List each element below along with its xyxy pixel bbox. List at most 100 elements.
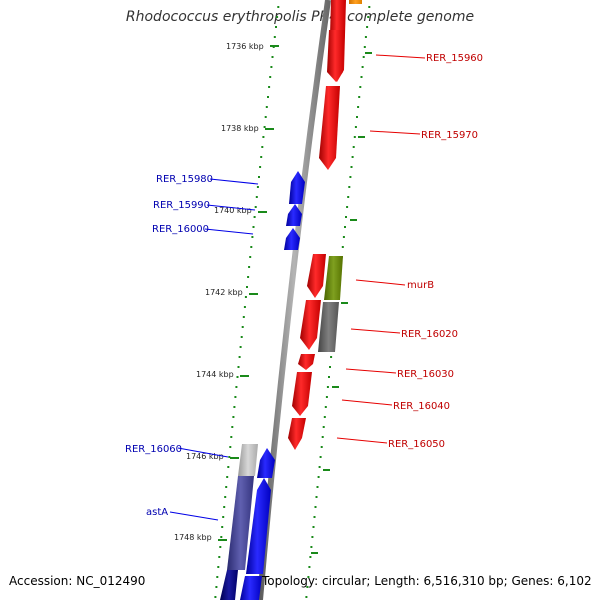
gene-arrow-orange bbox=[349, 0, 362, 4]
scale-dot bbox=[342, 236, 345, 238]
scale-dot bbox=[351, 156, 354, 158]
scale-dot bbox=[313, 516, 316, 518]
scale-dot bbox=[264, 116, 267, 118]
scale-dot bbox=[328, 376, 330, 378]
scale-dot bbox=[229, 446, 232, 448]
map-title: Rhodococcus erythropolis PR4, complete g… bbox=[125, 9, 475, 25]
scale-dot bbox=[312, 526, 315, 528]
scale-dot bbox=[267, 96, 269, 98]
gene-arrow-rer-15960b bbox=[327, 30, 345, 82]
scale-dot bbox=[227, 466, 230, 468]
gene-label-rer-16020: RER_16020 bbox=[401, 329, 458, 340]
gene-arrow-asta-segment bbox=[227, 476, 254, 570]
gene-label-rer-15960: RER_15960 bbox=[426, 53, 483, 64]
scale-dot bbox=[230, 436, 233, 438]
scale-dot bbox=[233, 406, 236, 408]
scale-dot bbox=[358, 96, 361, 98]
scale-dot bbox=[258, 176, 260, 178]
scale-dot bbox=[344, 226, 346, 228]
scale-dot bbox=[250, 246, 253, 248]
gene-arrow-rer-16050 bbox=[288, 418, 306, 450]
topology-text: Topology: circular; Length: 6,516,310 bp… bbox=[262, 574, 592, 588]
scale-dot bbox=[241, 326, 244, 328]
gene-label-asta: astA bbox=[146, 507, 168, 518]
scale-dot bbox=[246, 286, 248, 288]
scale-label: 1744 kbp bbox=[196, 370, 234, 379]
scale-dot bbox=[225, 486, 228, 488]
gene-arrow-asta-navy bbox=[220, 570, 238, 600]
scale-tick bbox=[240, 375, 249, 377]
gene-arrow-rer-15970 bbox=[319, 86, 340, 170]
scale-dot bbox=[243, 306, 246, 308]
scale-dot bbox=[248, 266, 251, 268]
scale-dot bbox=[354, 126, 357, 128]
reverse-strand-genes bbox=[220, 171, 305, 600]
scale-dot bbox=[305, 596, 308, 598]
scale-dot bbox=[237, 366, 240, 368]
scale-dot bbox=[265, 106, 268, 108]
scale-dot bbox=[276, 16, 279, 18]
gene-arrow-rer-16000 bbox=[284, 228, 300, 250]
gene-arrow-rer-16020b bbox=[300, 300, 321, 350]
scale-dot bbox=[318, 466, 321, 468]
gene-label-rer-16050: RER_16050 bbox=[388, 439, 445, 450]
scale-dot bbox=[228, 456, 231, 458]
gene-label-rer-16040: RER_16040 bbox=[393, 401, 450, 412]
right-scale-ticks bbox=[311, 52, 372, 554]
scale-dot bbox=[215, 586, 218, 588]
scale-tick bbox=[218, 539, 227, 541]
scale-tick bbox=[270, 45, 279, 47]
gene-arrow-blue-1 bbox=[257, 448, 275, 478]
scale-dot bbox=[219, 546, 222, 548]
gene-arrow-rer-16040 bbox=[292, 372, 312, 416]
scale-dot bbox=[320, 446, 323, 448]
scale-dot bbox=[275, 26, 277, 28]
scale-dot bbox=[348, 186, 351, 188]
scale-dot bbox=[270, 66, 273, 68]
scale-tick bbox=[249, 293, 258, 295]
gene-arrow-murb bbox=[324, 256, 343, 300]
scale-dot bbox=[236, 376, 239, 378]
scale-dot bbox=[368, 6, 371, 8]
scale-dot bbox=[326, 386, 329, 388]
scale-label: 1736 kbp bbox=[226, 42, 264, 51]
scale-dot bbox=[310, 546, 313, 548]
scale-dot bbox=[347, 196, 350, 198]
scale-dot bbox=[341, 246, 344, 248]
gene-label-rer-15980: RER_15980 bbox=[156, 174, 213, 185]
scale-dot bbox=[263, 126, 266, 128]
scale-dot bbox=[231, 426, 234, 428]
scale-label: 1748 kbp bbox=[174, 533, 212, 542]
gene-arrow-blue-2 bbox=[246, 478, 271, 574]
gene-arrow-rer-16060 bbox=[238, 444, 258, 476]
scale-dot bbox=[252, 226, 255, 228]
scale-dot bbox=[234, 396, 237, 398]
scale-dot bbox=[214, 596, 217, 598]
scale-dot bbox=[329, 366, 331, 368]
scale-dot bbox=[256, 186, 259, 188]
scale-dot bbox=[261, 146, 264, 148]
scale-dot bbox=[356, 116, 358, 118]
scale-dot bbox=[361, 66, 364, 68]
scale-dot bbox=[239, 346, 242, 348]
scale-dot bbox=[345, 216, 347, 218]
scale-dot bbox=[218, 556, 221, 558]
scale-dot bbox=[244, 296, 247, 298]
scale-dot bbox=[217, 566, 220, 568]
right-gene-labels: RER_15960 RER_15970 murB RER_16020 RER_1… bbox=[388, 53, 483, 450]
scale-tick-arcs bbox=[214, 6, 371, 598]
scale-dot bbox=[324, 406, 327, 408]
gene-arrow-16010 bbox=[307, 254, 326, 298]
scale-label: 1738 kbp bbox=[221, 124, 259, 133]
scale-dot bbox=[323, 416, 326, 418]
scale-dot bbox=[242, 316, 245, 318]
gene-label-murb: murB bbox=[407, 280, 434, 291]
scale-dot bbox=[349, 176, 352, 178]
scale-labels: 1736 kbp 1738 kbp 1740 kbp 1742 kbp 1744… bbox=[174, 42, 279, 542]
scale-dot bbox=[260, 156, 263, 158]
scale-dot bbox=[350, 166, 353, 168]
scale-tick bbox=[265, 128, 274, 130]
scale-dot bbox=[322, 426, 325, 428]
left-gene-labels: RER_15980 RER_15990 RER_16000 RER_16060 … bbox=[125, 174, 213, 518]
